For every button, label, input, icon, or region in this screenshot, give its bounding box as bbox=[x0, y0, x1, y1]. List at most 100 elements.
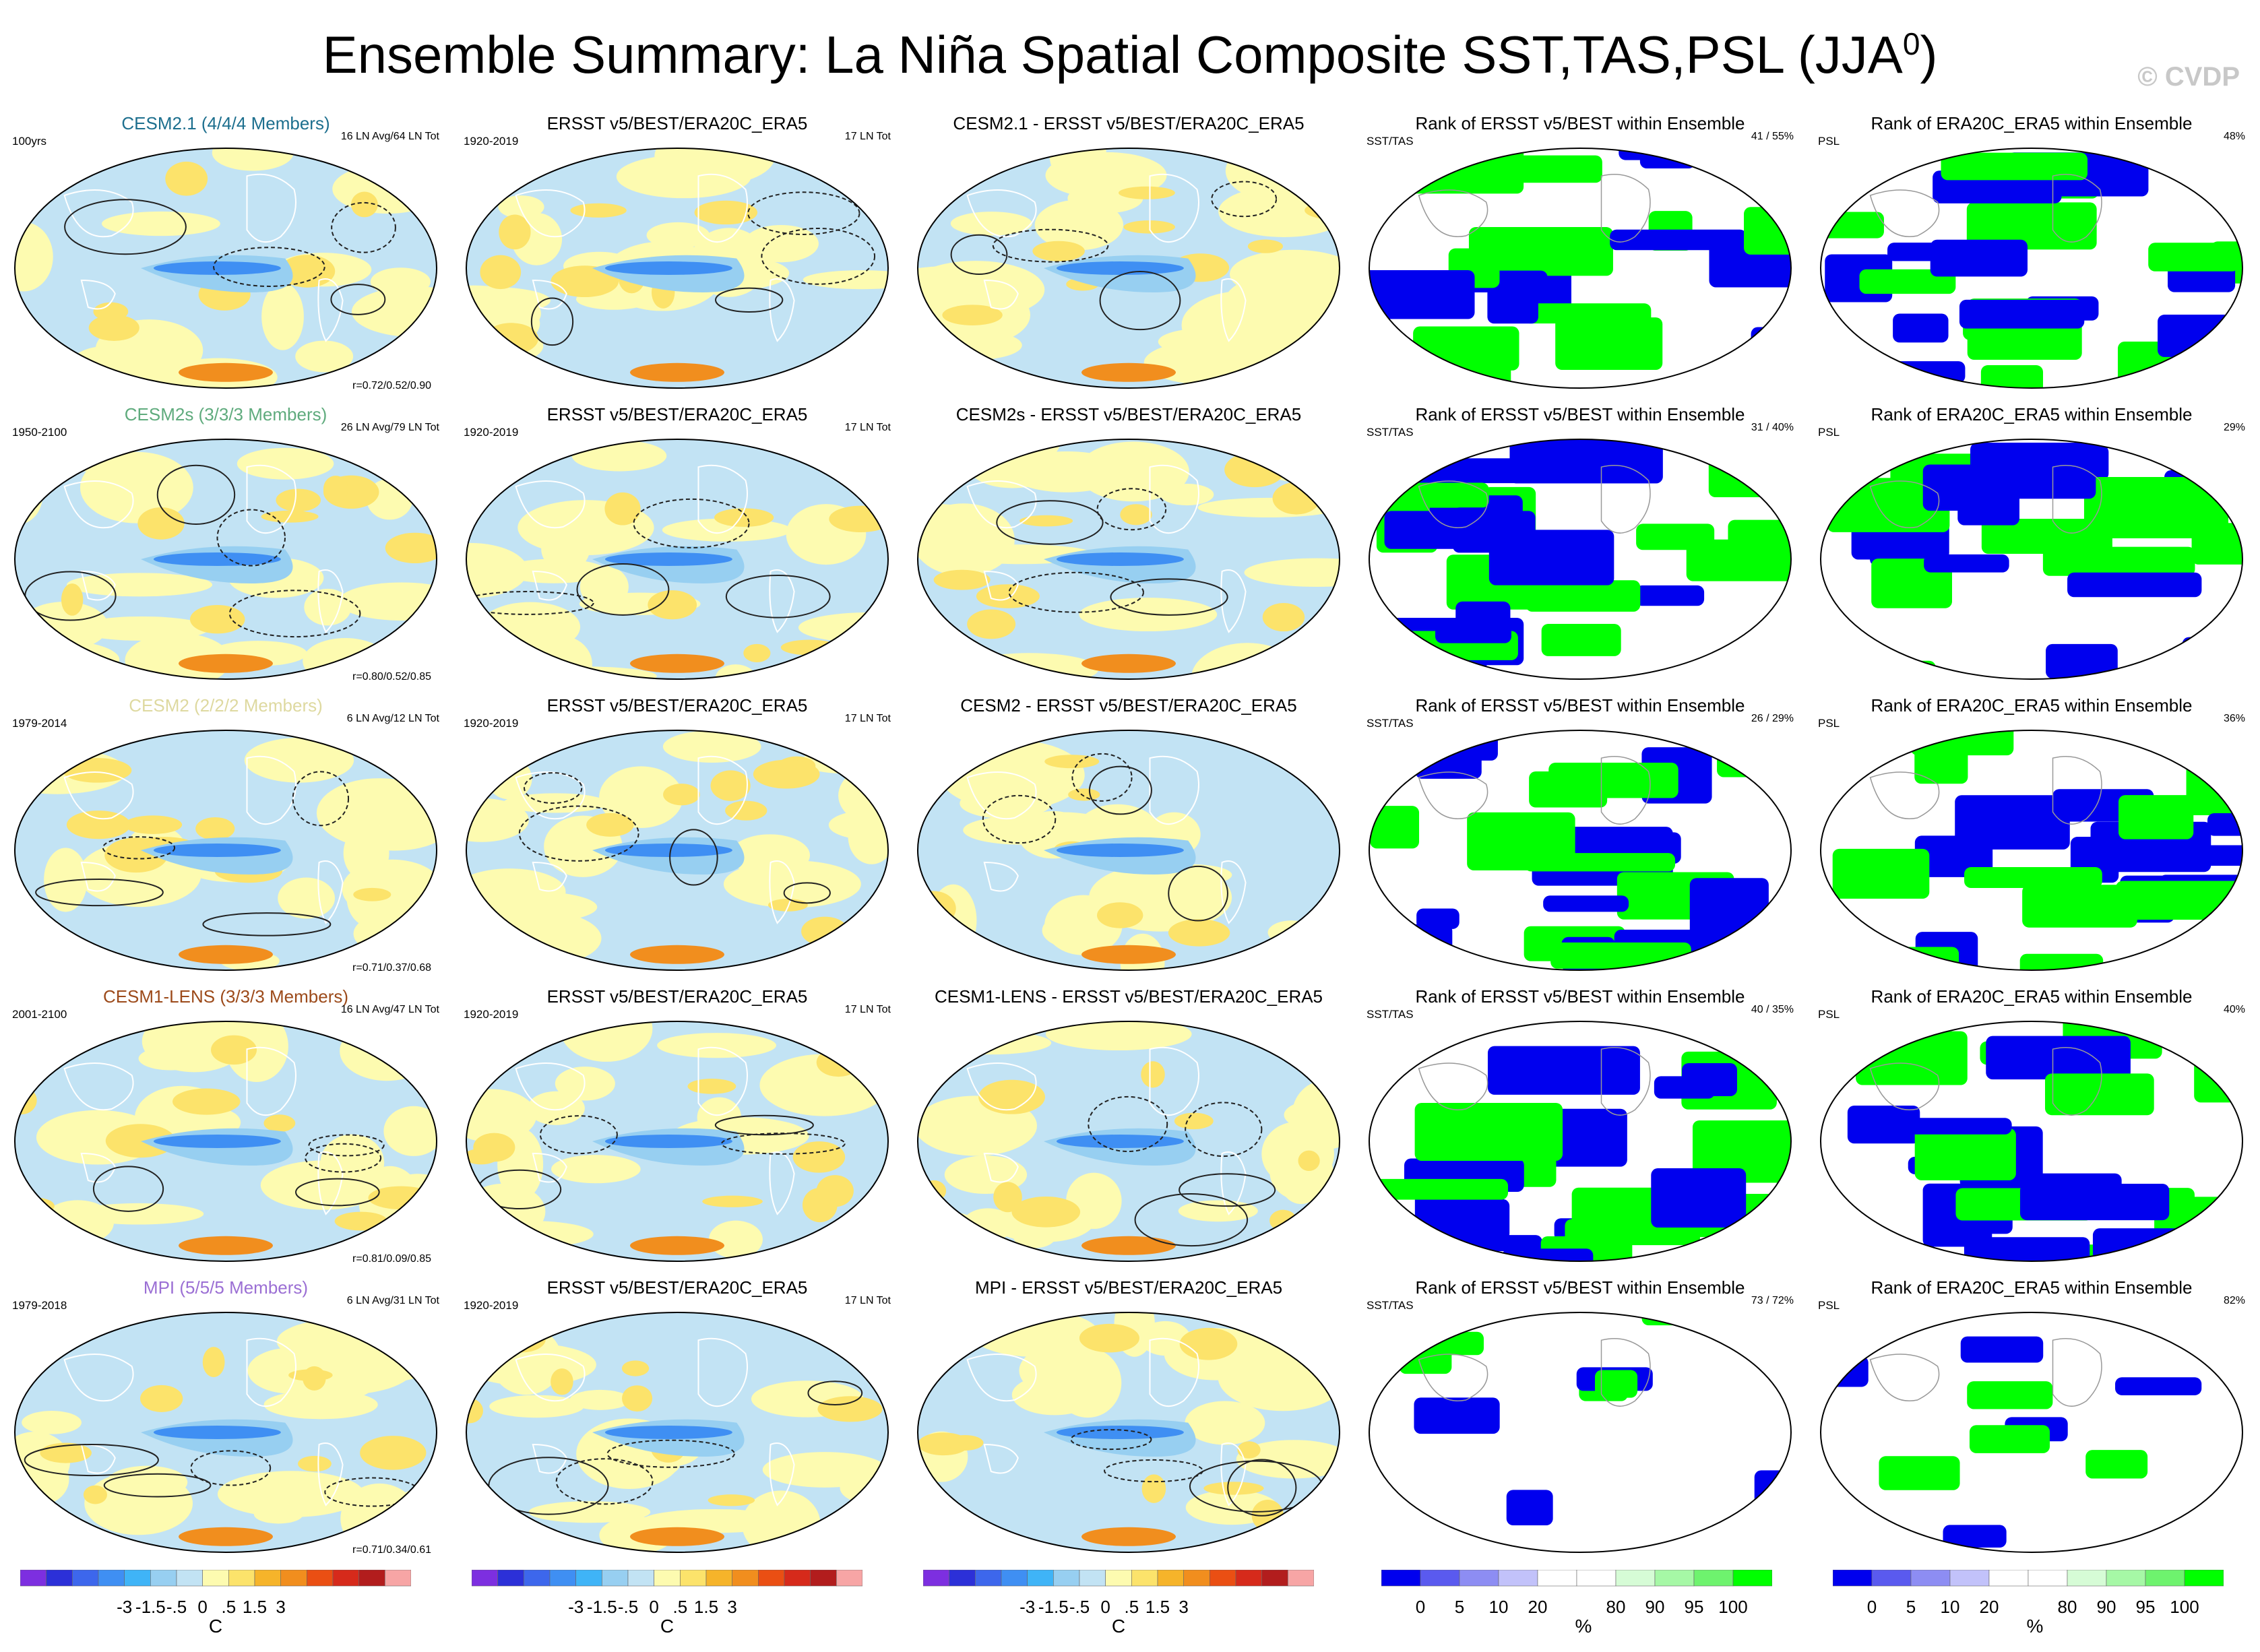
panel-events-label: 48% bbox=[2223, 131, 2245, 142]
warm-anomaly-patch bbox=[817, 1037, 888, 1058]
psl-contour bbox=[1110, 578, 1228, 616]
continent-outline bbox=[966, 1062, 1037, 1111]
continent-outline bbox=[246, 464, 296, 534]
orange-anomaly-patch bbox=[88, 315, 139, 342]
continent-outline bbox=[515, 1062, 586, 1111]
warm-anomaly-patch bbox=[1178, 1200, 1258, 1222]
panel-title: Rank of ERSST v5/BEST within Ensemble bbox=[1415, 1277, 1745, 1298]
panel-period-label: 1920-2019 bbox=[464, 1008, 519, 1021]
cvdp-credit: © CVDP bbox=[2137, 62, 2240, 92]
orange-anomaly-patch bbox=[105, 1124, 176, 1158]
map-border bbox=[14, 439, 437, 680]
continent-outline bbox=[532, 1443, 567, 1474]
panel-title: Rank of ERA20C_ERA5 within Ensemble bbox=[1871, 404, 2193, 424]
colorbar-swatch bbox=[732, 1570, 759, 1587]
colorbar-swatch bbox=[176, 1570, 203, 1587]
continent-outline bbox=[1869, 1046, 2102, 1116]
rank-map bbox=[1369, 439, 1792, 680]
colorbar-unit: C bbox=[208, 1616, 223, 1637]
psl-contour bbox=[103, 1473, 212, 1498]
continent-outline bbox=[246, 173, 296, 243]
low-rank-region bbox=[1924, 554, 2009, 573]
colorbar-swatch bbox=[1537, 1570, 1577, 1587]
low-rank-region bbox=[1400, 458, 1532, 484]
colorbar-swatch bbox=[1420, 1570, 1460, 1587]
warm-anomaly-patch bbox=[826, 1021, 888, 1044]
warm-anomaly-patch bbox=[489, 1395, 584, 1418]
continent-outline bbox=[1869, 464, 2102, 534]
pattern-correlation-label: r=0.71/0.34/0.61 bbox=[352, 1544, 431, 1556]
temperature-map bbox=[14, 148, 437, 389]
map-panel: ERSST v5/BEST/ERA20C_ERA5 1920-2019 17 LN … bbox=[451, 113, 903, 404]
panel-period-label: 2001-2100 bbox=[12, 1008, 67, 1021]
panel-events-label: 31 / 40% bbox=[1751, 422, 1794, 433]
warm-anomaly-patch bbox=[641, 1508, 789, 1533]
orange-anomaly-patch bbox=[993, 1182, 1022, 1213]
colorbar-swatch bbox=[1131, 1570, 1158, 1587]
colorbar-swatch bbox=[124, 1570, 151, 1587]
colorbar-swatch bbox=[1157, 1570, 1184, 1587]
continent-outline bbox=[80, 1443, 116, 1474]
colorbar-swatch bbox=[98, 1570, 125, 1587]
high-rank-region bbox=[1399, 1342, 1452, 1374]
continent-outline bbox=[1869, 755, 2102, 825]
colorbar-tick-label: 20 bbox=[1528, 1597, 1548, 1617]
panel-events-label: 29% bbox=[2223, 422, 2245, 433]
orange-anomaly-patch bbox=[1262, 603, 1305, 632]
map-border bbox=[917, 730, 1340, 971]
warm-anomaly-patch bbox=[263, 1390, 378, 1420]
high-rank-region bbox=[1981, 518, 2112, 554]
warm-anomaly-patch bbox=[918, 750, 999, 780]
low-rank-region bbox=[2115, 1377, 2202, 1395]
continent-outline bbox=[1418, 755, 1651, 825]
continent-outline bbox=[80, 570, 116, 601]
high-rank-region bbox=[1692, 1120, 1791, 1183]
panel-title: CESM2 - ERSST v5/BEST/ERA20C_ERA5 bbox=[960, 695, 1297, 716]
colorbar-unit: C bbox=[1111, 1616, 1126, 1637]
psl-contour bbox=[669, 829, 718, 886]
warm-anomaly-patch bbox=[571, 440, 667, 472]
orange-anomaly-patch bbox=[702, 1195, 763, 1207]
map-panel: Rank of ERA20C_ERA5 within Ensemble PSL 29… bbox=[1806, 404, 2257, 695]
colorbar-tick-label: 95 bbox=[2135, 1597, 2156, 1617]
warm-anomaly-patch bbox=[84, 1471, 193, 1535]
pattern-correlation-label: r=0.80/0.52/0.85 bbox=[352, 671, 431, 682]
orange-anomaly-patch bbox=[276, 488, 321, 512]
colorbar-swatch bbox=[2145, 1570, 2185, 1587]
low-rank-region bbox=[1751, 350, 1791, 375]
cold-tongue-core bbox=[604, 1426, 732, 1439]
colorbar-tick-label: 100 bbox=[2170, 1597, 2199, 1617]
low-rank-region bbox=[1435, 623, 1511, 643]
colorbar-swatch bbox=[1288, 1570, 1314, 1587]
colorbar-swatch bbox=[332, 1570, 359, 1587]
temperature-map bbox=[917, 148, 1340, 389]
map-panel: CESM2 - ERSST v5/BEST/ERA20C_ERA5 bbox=[903, 695, 1354, 986]
high-rank-region bbox=[1966, 202, 2097, 250]
colorbar-swatch bbox=[2184, 1570, 2224, 1587]
colorbar-swatch bbox=[497, 1570, 524, 1587]
colorbar-tick-label: 0 bbox=[197, 1597, 208, 1617]
panel-title: ERSST v5/BEST/ERA20C_ERA5 bbox=[546, 986, 808, 1007]
temperature-map bbox=[917, 1312, 1340, 1553]
panel-period-label: PSL bbox=[1818, 1299, 1840, 1312]
continent-outline bbox=[1418, 173, 1651, 243]
low-rank-region bbox=[1654, 1076, 1716, 1099]
warm-anomaly-patch bbox=[1300, 1523, 1340, 1552]
continent-outline bbox=[317, 569, 344, 633]
low-rank-region bbox=[1414, 1397, 1500, 1434]
continent-outline bbox=[1418, 464, 1651, 534]
panel-events-label: 16 LN Avg/64 LN Tot bbox=[340, 131, 439, 142]
low-rank-region bbox=[1369, 371, 1455, 388]
continent-outline bbox=[317, 1442, 344, 1506]
psl-contour bbox=[1134, 1193, 1249, 1247]
warm-anomaly-patch bbox=[80, 451, 193, 523]
temperature-map bbox=[14, 1312, 437, 1553]
map-panel: CESM1-LENS (3/3/3 Members) 2001-2100 16 LN… bbox=[0, 986, 451, 1277]
orange-anomaly-patch bbox=[978, 1079, 1045, 1114]
colorbar-swatch bbox=[1833, 1570, 1873, 1587]
high-rank-region bbox=[1398, 148, 1524, 194]
orange-anomaly-patch bbox=[172, 1088, 241, 1115]
orange-anomaly-patch bbox=[140, 1385, 183, 1412]
psl-contour bbox=[228, 590, 361, 638]
psl-contour bbox=[308, 1134, 385, 1157]
